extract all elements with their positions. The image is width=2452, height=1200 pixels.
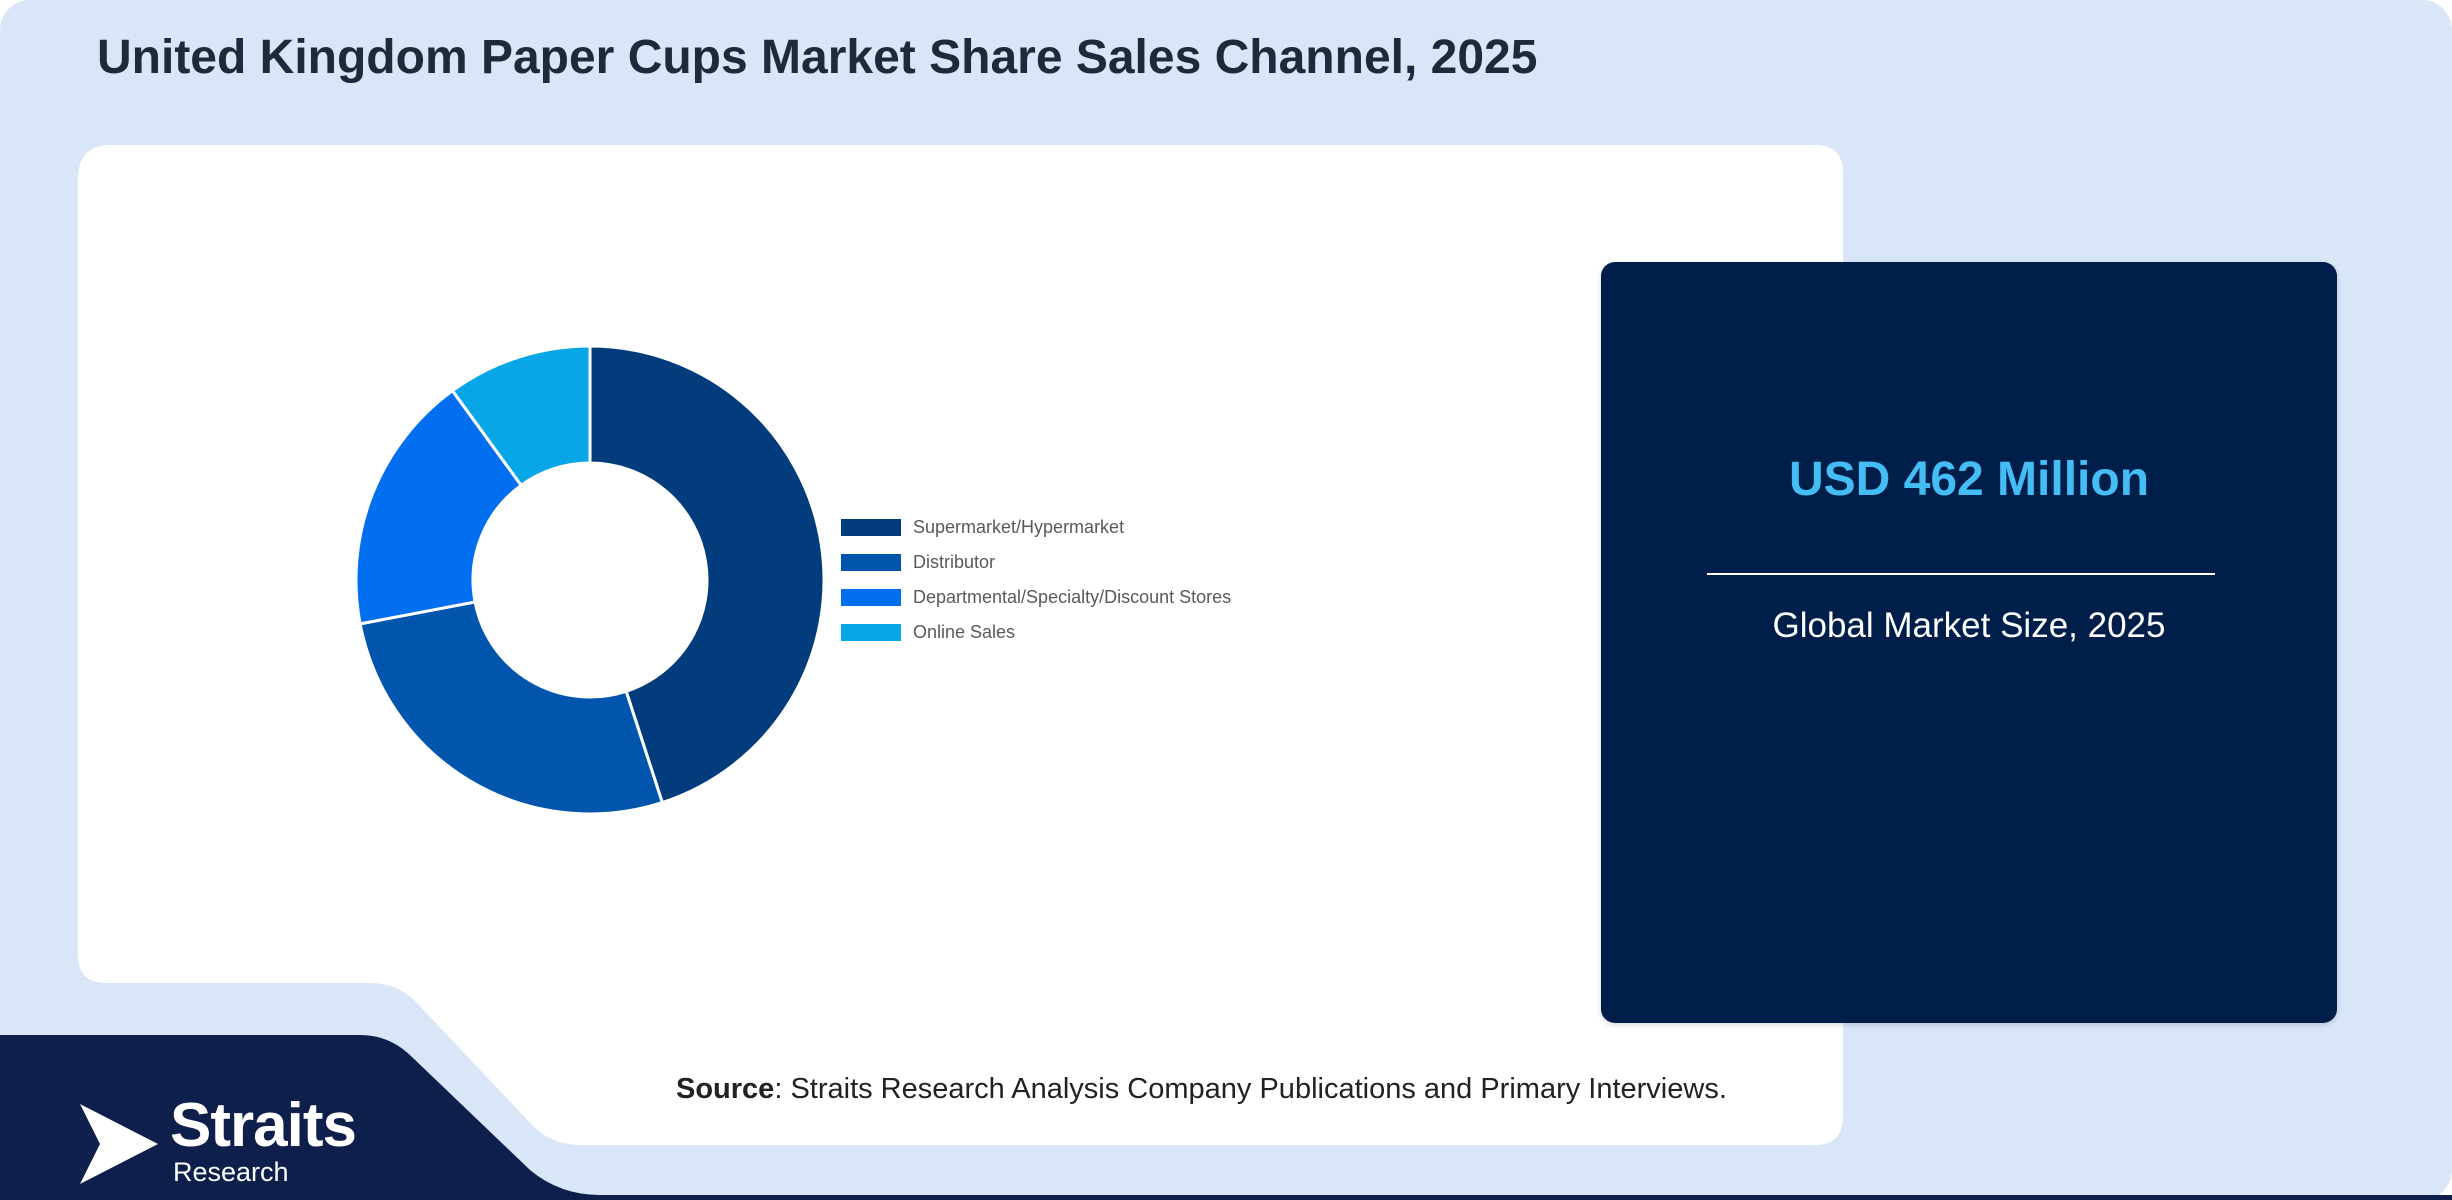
legend-item-distributor: Distributor <box>841 545 1231 580</box>
legend-label: Distributor <box>913 552 996 572</box>
logo-subtitle: Research <box>173 1157 289 1187</box>
source-text: : Straits Research Analysis Company Publ… <box>774 1073 1727 1105</box>
donut-slice-distributor <box>358 600 665 816</box>
logo-name: Straits <box>170 1091 357 1160</box>
legend-label: Departmental/Specialty/Discount Stores <box>913 587 1232 607</box>
donut-slice-supermarket <box>588 344 826 805</box>
legend-swatch <box>841 589 901 606</box>
market-size-card: USD 462 Million Global Market Size, 2025 <box>1601 262 2337 1023</box>
market-size-label: Global Market Size, 2025 <box>1772 606 2166 645</box>
legend-swatch <box>841 624 901 641</box>
card-divider <box>1707 573 2215 575</box>
source-label: Source <box>676 1073 775 1105</box>
legend-item-departmental: Departmental/Specialty/Discount Stores <box>841 580 1231 615</box>
page-title: United Kingdom Paper Cups Market Share S… <box>97 31 1538 84</box>
market-size-value: USD 462 Million <box>1788 453 2150 506</box>
legend-label: Supermarket/Hypermarket <box>913 517 1125 537</box>
legend-item-online: Online Sales <box>841 615 1231 650</box>
donut-slice-departmental <box>354 388 524 626</box>
source-note: Source: Straits Research Analysis Compan… <box>676 1073 1727 1106</box>
logo-arrow-icon <box>80 1104 158 1184</box>
legend-item-supermarket: Supermarket/Hypermarket <box>841 510 1231 545</box>
donut-chart <box>354 344 826 816</box>
legend-swatch <box>841 554 901 571</box>
legend-swatch <box>841 519 901 536</box>
legend-label: Online Sales <box>913 622 1016 642</box>
chart-legend: Supermarket/Hypermarket Distributor Depa… <box>841 510 1231 650</box>
footer-band <box>0 1035 2452 1200</box>
donut-slice-online <box>450 344 592 488</box>
